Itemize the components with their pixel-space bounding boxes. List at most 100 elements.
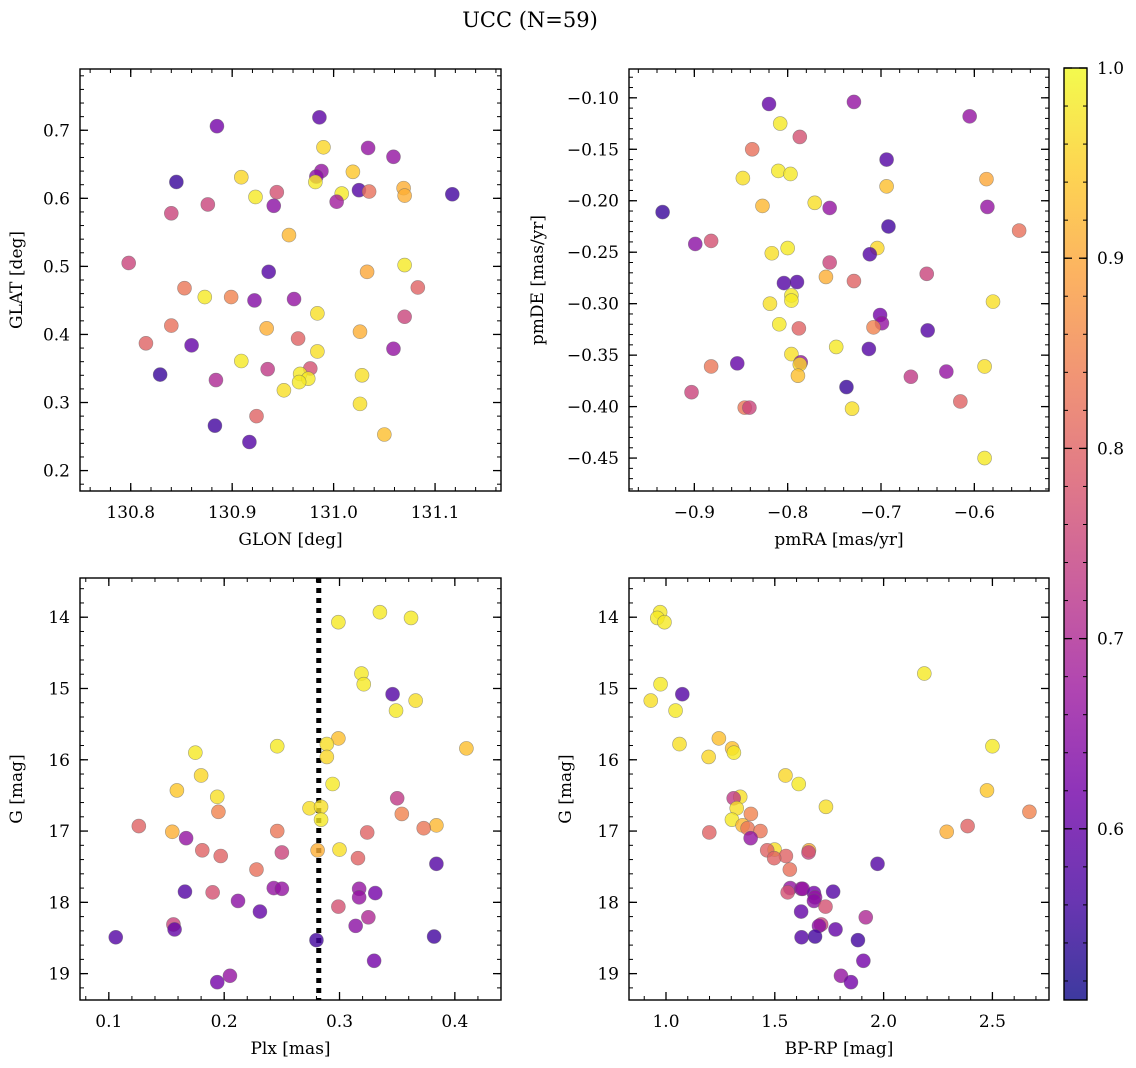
scatter-point [274, 845, 290, 860]
y-axis-label: GLAT [deg] [7, 231, 27, 329]
scatter-point [249, 408, 264, 424]
scatter-point [331, 899, 346, 914]
x-tick-label: 0.4 [441, 1012, 468, 1032]
scatter-point [266, 198, 282, 214]
scatter-point [793, 904, 809, 919]
scatter-point [397, 257, 412, 273]
scatter-point [261, 264, 276, 280]
scatter-point [789, 274, 805, 290]
scatter-point [675, 686, 690, 702]
scatter-point [919, 266, 935, 282]
scatter-point [348, 918, 363, 934]
scatter-point [193, 768, 209, 783]
scatter-point [233, 353, 249, 369]
scatter-point [372, 604, 388, 620]
scatter-point [761, 96, 777, 112]
scatter-point [325, 776, 340, 792]
scatter-point [977, 359, 992, 374]
x-axis-label: pmRA [mas/yr] [774, 530, 903, 550]
scatter-point [668, 703, 683, 718]
scatter-point [184, 338, 199, 353]
scatter-point [249, 862, 264, 877]
scatter-point [985, 738, 1000, 754]
scatter-point [784, 293, 799, 308]
scatter-point [397, 309, 412, 325]
scatter-point [426, 929, 442, 944]
scatter-point [818, 799, 834, 815]
scatter-point [1022, 804, 1037, 820]
scatter-point [771, 163, 786, 179]
scatter-point [207, 418, 223, 433]
minor-ticks [80, 69, 501, 491]
scatter-point [866, 320, 881, 335]
scatter-point [366, 953, 382, 969]
scatter-point [269, 738, 285, 754]
scatter-point [269, 184, 285, 200]
scatter-point [194, 843, 210, 858]
scatter-point [248, 189, 263, 205]
scatter-point [354, 367, 370, 383]
scatter-point [766, 850, 782, 866]
y-tick-label: 17 [48, 822, 70, 842]
x-tick-label: 2.5 [979, 1012, 1006, 1032]
scatter-point [397, 188, 412, 203]
y-axis: 14 15 16 17 18 19 [597, 608, 1049, 985]
colorbar-tick-label: 0.7 [1097, 630, 1124, 650]
minor-ticks [629, 578, 1049, 1000]
y-axis: 14 15 16 17 18 19 [48, 608, 501, 985]
scatter-point [962, 109, 977, 124]
scatter-point [861, 341, 877, 357]
scatter-series [655, 94, 1027, 466]
scatter-point [822, 255, 837, 270]
subplot-glon-glat: 130.8 130.9 131.0 131.1 0.2 0.3 0.4 0.5 0.6 0.7 GL… [7, 68, 502, 550]
y-tick-label: 15 [48, 679, 70, 699]
y-axis-label: G [mag] [556, 754, 576, 823]
scatter-point [309, 932, 324, 948]
scatter-point [394, 806, 410, 822]
x-tick-label: 130.8 [106, 503, 155, 523]
scatter-point [291, 374, 307, 390]
y-tick-label: 0.2 [43, 462, 70, 482]
scatter-point [332, 842, 347, 857]
scatter-point [980, 199, 995, 215]
scatter-point [410, 280, 426, 295]
scatter-point [361, 184, 377, 199]
axes-frame [628, 577, 1050, 1001]
x-tick-label: 0.1 [95, 1012, 122, 1032]
scatter-point [794, 929, 809, 945]
scatter-point [701, 749, 716, 765]
y-tick-label: 0.7 [43, 121, 70, 141]
scatter-point [780, 885, 795, 900]
scatter-point [850, 932, 866, 948]
scatter-point [386, 149, 401, 165]
y-tick-label: 18 [597, 893, 619, 913]
scatter-point [977, 450, 992, 466]
scatter-point [351, 890, 367, 905]
scatter-point [259, 321, 274, 336]
scatter-point [403, 610, 419, 626]
scatter-point [313, 799, 329, 815]
scatter-point [858, 910, 874, 925]
scatter-point [319, 736, 335, 752]
scatter-point [313, 812, 329, 827]
y-tick-label: 18 [48, 893, 70, 913]
scatter-point [350, 850, 366, 866]
scatter-point [953, 394, 968, 409]
scatter-point [979, 171, 994, 187]
axes-frame [79, 577, 502, 1001]
scatter-point [138, 335, 154, 351]
scatter-point [152, 367, 168, 382]
scatter-point [359, 825, 375, 840]
scatter-point [361, 910, 376, 925]
y-tick-label: 0.5 [43, 257, 70, 277]
minor-ticks [629, 69, 1049, 491]
scatter-point [445, 186, 460, 202]
scatter-point [281, 227, 297, 243]
x-tick-label: −0.9 [674, 503, 715, 523]
scatter-point [843, 974, 859, 990]
scatter-point [818, 899, 833, 914]
y-tick-label: −0.10 [567, 89, 619, 109]
x-axis-label: BP-RP [mag] [785, 1039, 894, 1059]
x-axis-label: Plx [mas] [250, 1039, 330, 1059]
scatter-point [211, 804, 226, 820]
